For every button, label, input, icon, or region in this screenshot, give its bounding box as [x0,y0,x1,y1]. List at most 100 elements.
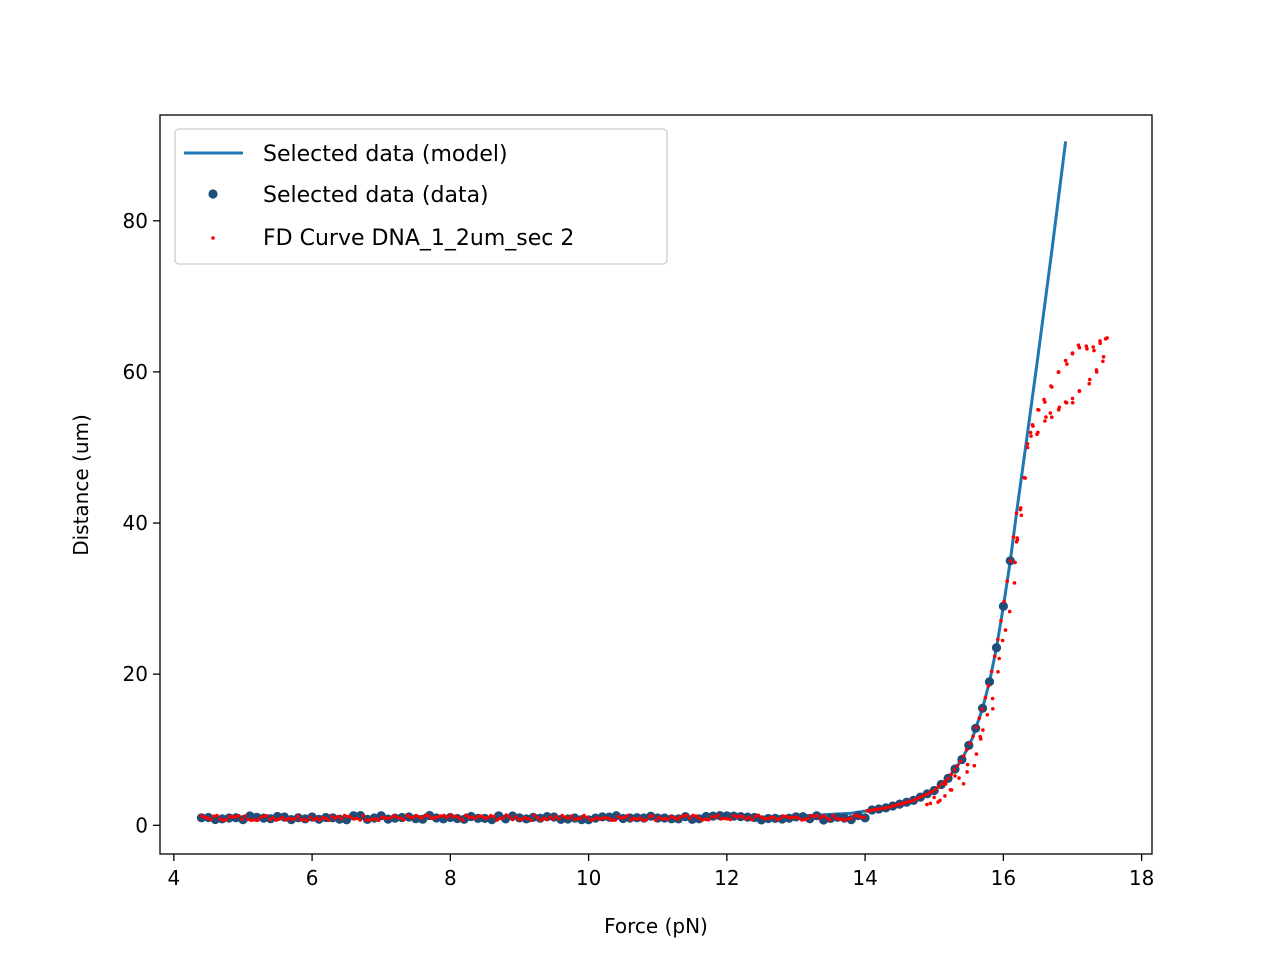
fd-curve-point [997,656,1001,661]
fd-curve-point [445,815,450,820]
fd-curve-point [1035,432,1039,437]
fd-curve-point [968,741,972,746]
fd-curve-point [395,815,400,820]
y-tick-label: 60 [123,360,148,384]
fd-curve-point [420,816,425,820]
fd-curve-point [560,813,565,818]
fd-curve-point [492,814,496,819]
fd-curve-point [709,814,714,819]
selected-data-point [445,812,455,823]
fd-curve-point [908,799,913,803]
fd-curve-point [504,813,509,817]
fd-curve-point [943,782,948,786]
fd-curve-point [227,814,232,819]
fd-curve-point [905,800,910,804]
fd-curve-point [1013,560,1017,565]
fd-curve-point [604,815,608,820]
fd-curve-point [1014,511,1019,515]
fd-curve-point [607,816,611,821]
fd-curve-point [806,816,810,821]
fd-curve-point [943,779,947,783]
fd-curve-point [265,814,269,818]
fd-curve-point [1019,513,1024,518]
fd-curve-point [501,816,506,820]
fd-curve-point [694,814,698,818]
fd-curve-point [1025,442,1030,446]
fd-curve-point [610,818,614,822]
fd-curve-point [928,801,933,806]
fd-curve-point [955,763,960,768]
fd-curve-point [700,818,705,822]
fd-curve-point [996,670,1000,674]
fd-curve-point [974,752,979,756]
fd-curve-point [1103,337,1108,341]
fd-curve-point [573,817,577,822]
fd-curve-point [243,814,247,818]
fd-curve-point [958,759,963,764]
fd-curve-point [949,772,953,776]
fd-curve-point [868,808,873,813]
fd-curve-point [999,618,1003,623]
fd-curve-point [653,818,658,822]
fd-curve-point [989,669,994,674]
fd-curve-point [433,815,437,820]
fd-curve-point [821,814,826,818]
fd-curve-point [364,818,369,822]
fd-curve-point [563,815,568,819]
fd-curve-point [1042,397,1046,402]
fd-curve-point [594,816,599,820]
fd-curve-point [436,814,440,819]
fd-curve-point [1101,355,1106,359]
fd-curve-point [277,817,282,821]
fd-curve-point [824,816,829,820]
axis-ticks: 4 6 8 10 12 14 16 18 0 20 40 60 80 [123,209,1155,890]
fd-curve-point [538,818,543,822]
fd-curve-point [672,816,677,820]
fd-curve-point [812,814,817,819]
fd-curve-point [691,813,695,818]
fd-curve-point [849,816,854,821]
fd-curve-point [299,817,303,822]
fd-curve-point [423,813,428,818]
x-tick-label: 8 [444,866,457,890]
fd-curve-point [588,818,593,822]
fd-curve-point [576,816,580,821]
fd-curve-point [678,815,683,819]
fd-curve-point [1011,535,1016,539]
fd-curve-point [943,794,947,798]
fd-curve-point [650,814,655,818]
fd-curve-point [927,791,932,795]
fd-curve-point [1084,344,1089,349]
fd-curve-point [613,818,617,822]
x-tick-label: 16 [991,866,1016,890]
fd-curve-point [657,815,661,820]
y-tick-label: 0 [135,813,148,837]
fd-curve-point [1070,400,1075,405]
fd-curve-point [367,818,372,822]
fd-curve-point [535,815,540,820]
fd-curve-point [787,815,792,820]
fd-curve-point [414,813,418,818]
fd-curve-point [221,818,226,822]
fd-curve-point [953,774,957,778]
fd-curve-point [218,817,222,821]
selected-data-point [991,643,1002,653]
fd-curve-point [324,816,328,820]
fd-curve-point [622,815,627,820]
fd-curve-point [314,816,319,820]
fd-curve-point [716,813,720,818]
fd-curve-point [930,789,935,794]
selected-data-point [196,813,207,823]
fd-curve-point [554,814,558,819]
fd-curve-point [924,792,929,797]
fd-curve-point [246,817,250,822]
fd-curve-point [202,815,207,820]
fd-curve-point [890,804,894,808]
fd-curve-point [619,816,624,820]
fd-curve-point [429,816,434,820]
fd-curve-point [809,813,813,818]
fd-curve-point [1031,424,1035,428]
fd-curve-point [949,788,954,792]
fd-curve-point [985,713,990,717]
fd-curve-point [280,816,285,820]
